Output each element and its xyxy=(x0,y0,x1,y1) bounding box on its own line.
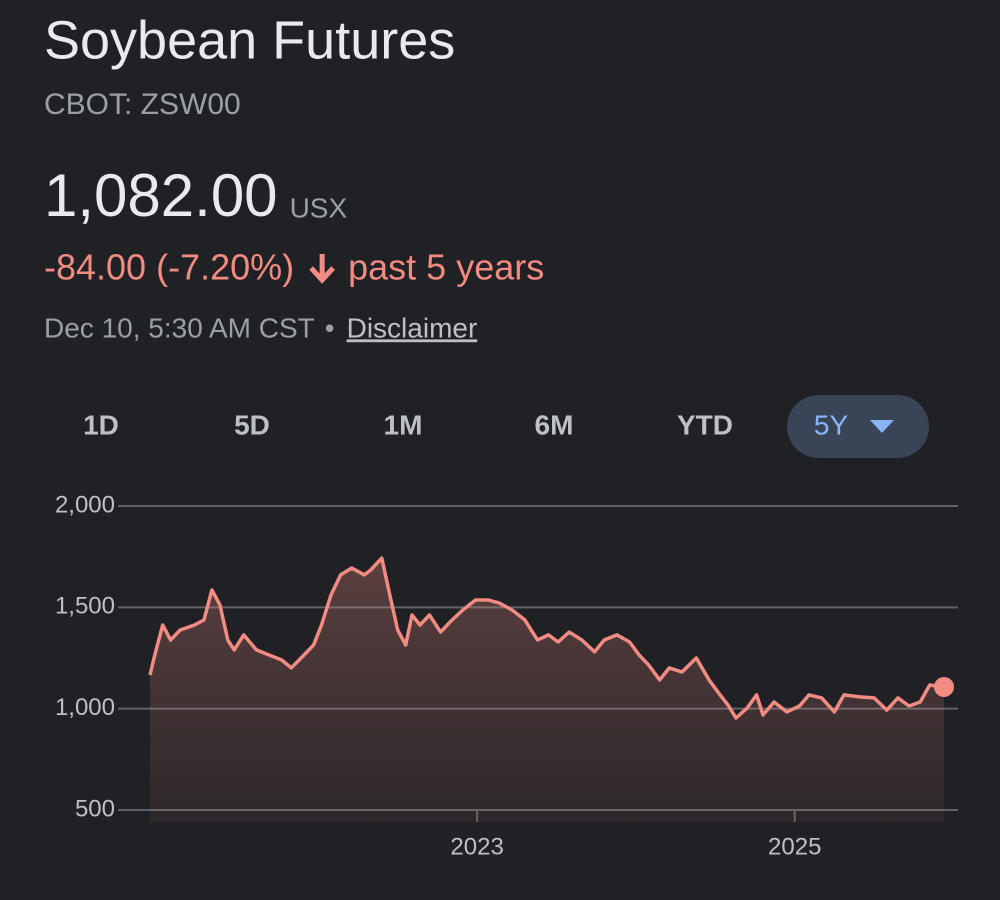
timestamp: Dec 10, 5:30 AM CST xyxy=(44,312,315,343)
y-tick-label: 1,000 xyxy=(55,694,115,721)
x-tick-label: 2025 xyxy=(768,833,821,860)
currency: USX xyxy=(290,192,348,223)
chart: 500 1,000 1,500 2,000 2023 2025 xyxy=(55,491,958,860)
symbol: CBOT: ZSW00 xyxy=(44,88,241,121)
y-tick-label: 2,000 xyxy=(55,491,115,518)
title: Soybean Futures xyxy=(44,10,455,70)
separator: • xyxy=(325,312,335,343)
tab[interactable]: 5D xyxy=(234,409,270,440)
tab[interactable]: YTD xyxy=(677,409,733,440)
tab-selected[interactable]: 5Y xyxy=(814,409,849,440)
x-tick-label: 2023 xyxy=(450,833,503,860)
area xyxy=(150,558,944,822)
down-arrow-icon xyxy=(309,254,335,284)
price-line xyxy=(148,556,945,720)
change: -84.00 (-7.20%) xyxy=(44,247,294,288)
tab[interactable]: 1M xyxy=(384,409,423,440)
tab[interactable]: 6M xyxy=(535,409,574,440)
price: 1,082.00 xyxy=(44,162,278,229)
y-tick-label: 500 xyxy=(75,795,115,822)
disclaimer-link[interactable]: Disclaimer xyxy=(347,312,478,343)
selected-tab-bg xyxy=(787,395,929,458)
y-tick-label: 1,500 xyxy=(55,593,115,620)
last-point xyxy=(934,676,954,697)
period: past 5 years xyxy=(348,247,544,288)
tab[interactable]: 1D xyxy=(83,409,119,440)
dropdown-icon[interactable] xyxy=(870,420,894,433)
